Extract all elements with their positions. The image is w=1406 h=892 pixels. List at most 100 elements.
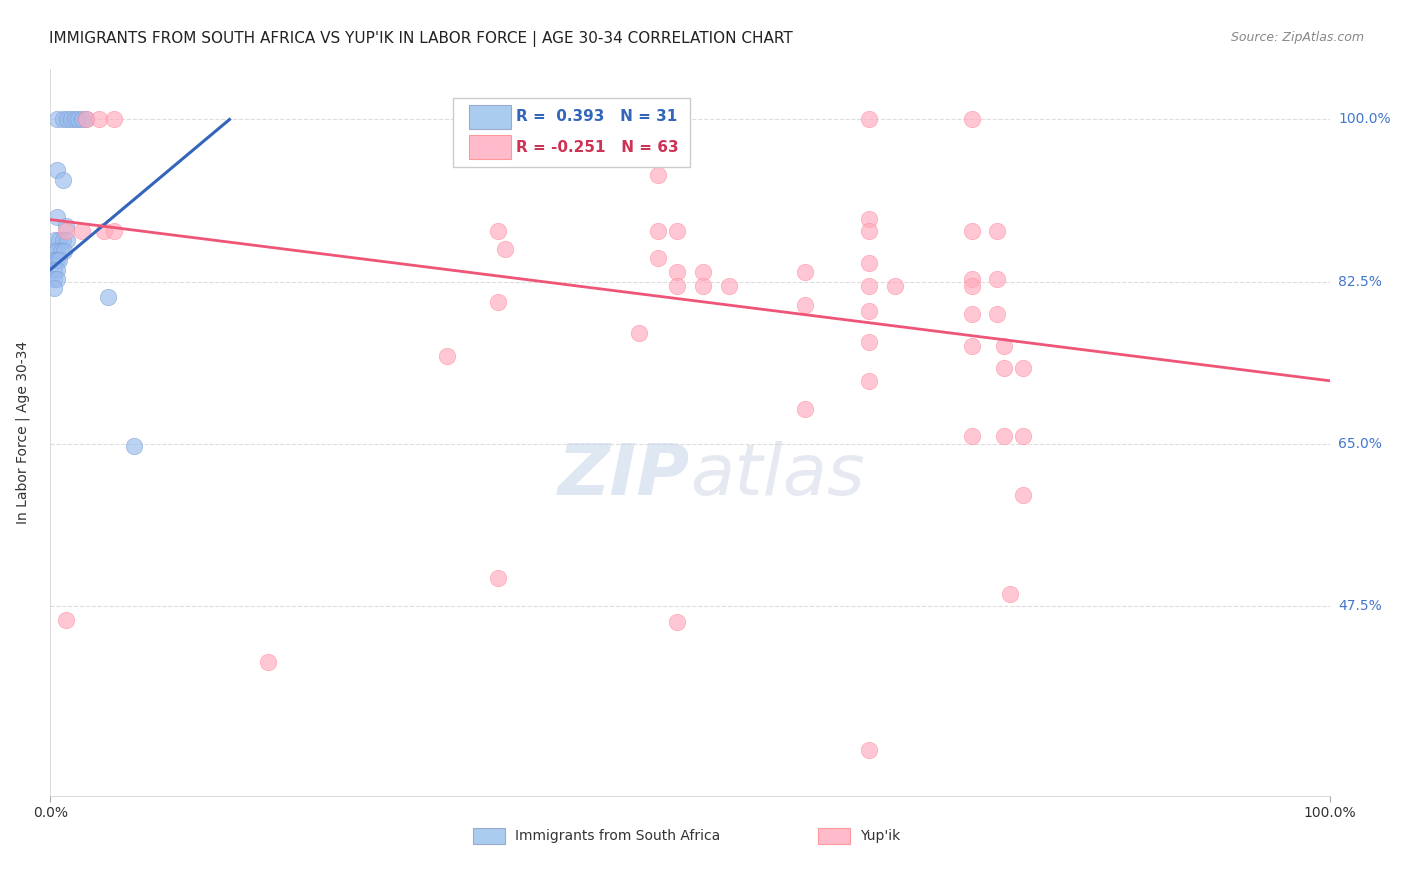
FancyBboxPatch shape [818,828,851,844]
Point [49,244,72,258]
Point [666,112,689,127]
Point [72,224,94,238]
Point [45,210,67,224]
Point [647,168,669,182]
Point [486,295,509,310]
Text: Yup'ik: Yup'ik [860,829,901,843]
Point [858,112,880,127]
Point [858,279,880,293]
Point [986,272,1008,286]
Point [75,112,97,127]
Point [45,244,67,258]
Point [647,112,669,127]
FancyBboxPatch shape [468,105,512,129]
Point [993,360,1015,375]
Point [45,112,67,127]
Point [53,244,76,258]
Point [44,272,66,286]
Point [55,219,77,233]
Point [858,374,880,388]
Point [44,233,66,247]
Point [858,742,880,756]
Point [960,338,983,352]
Text: 100.0%: 100.0% [1339,112,1391,127]
Point [45,262,67,277]
Point [858,334,880,349]
Point [960,272,983,286]
Point [97,290,120,304]
Point [1012,488,1035,502]
Point [44,244,66,258]
Point [666,224,689,238]
Point [794,265,817,279]
Point [692,265,714,279]
Text: 65.0%: 65.0% [1339,437,1382,450]
Point [56,233,79,247]
Point [858,304,880,318]
Point [55,613,77,627]
Point [960,112,983,127]
Point [48,233,70,247]
Point [67,112,90,127]
Point [486,571,509,585]
Point [103,112,125,127]
Point [960,279,983,293]
Point [666,615,689,629]
Point [45,253,67,268]
FancyBboxPatch shape [454,97,690,167]
Text: atlas: atlas [690,442,865,510]
Point [45,272,67,286]
Text: R =  0.393   N = 31: R = 0.393 N = 31 [516,110,678,125]
Point [993,338,1015,352]
Point [666,279,689,293]
Point [44,253,66,268]
Point [103,224,125,238]
Point [72,112,94,127]
FancyBboxPatch shape [472,828,505,844]
Point [52,112,75,127]
Text: 47.5%: 47.5% [1339,599,1382,613]
Point [794,401,817,416]
Point [884,279,907,293]
Point [52,233,75,247]
Point [692,279,714,293]
Point [858,211,880,226]
Point [960,224,983,238]
Point [960,307,983,321]
Point [986,224,1008,238]
Point [122,439,145,453]
Point [436,349,458,363]
Point [1012,429,1035,443]
Y-axis label: In Labor Force | Age 30-34: In Labor Force | Age 30-34 [15,341,30,524]
Point [666,265,689,279]
Point [993,429,1015,443]
Text: R = -0.251   N = 63: R = -0.251 N = 63 [516,140,679,155]
Point [63,112,86,127]
Point [717,279,740,293]
Text: IMMIGRANTS FROM SOUTH AFRICA VS YUP'IK IN LABOR FORCE | AGE 30-34 CORRELATION CH: IMMIGRANTS FROM SOUTH AFRICA VS YUP'IK I… [49,31,793,47]
Point [486,224,509,238]
Point [44,262,66,277]
Point [257,655,280,669]
Point [52,172,75,186]
Point [44,281,66,295]
Point [93,224,115,238]
Point [87,112,110,127]
Point [960,429,983,443]
Point [794,298,817,312]
Point [48,253,70,268]
Point [56,112,79,127]
FancyBboxPatch shape [468,136,512,160]
Text: 82.5%: 82.5% [1339,275,1382,289]
Point [998,587,1021,601]
Point [647,252,669,266]
Text: Source: ZipAtlas.com: Source: ZipAtlas.com [1230,31,1364,45]
Point [858,224,880,238]
Point [858,256,880,270]
Text: Immigrants from South Africa: Immigrants from South Africa [515,829,720,843]
Point [494,242,516,256]
Point [45,163,67,178]
Point [986,307,1008,321]
Point [647,224,669,238]
Point [1012,360,1035,375]
